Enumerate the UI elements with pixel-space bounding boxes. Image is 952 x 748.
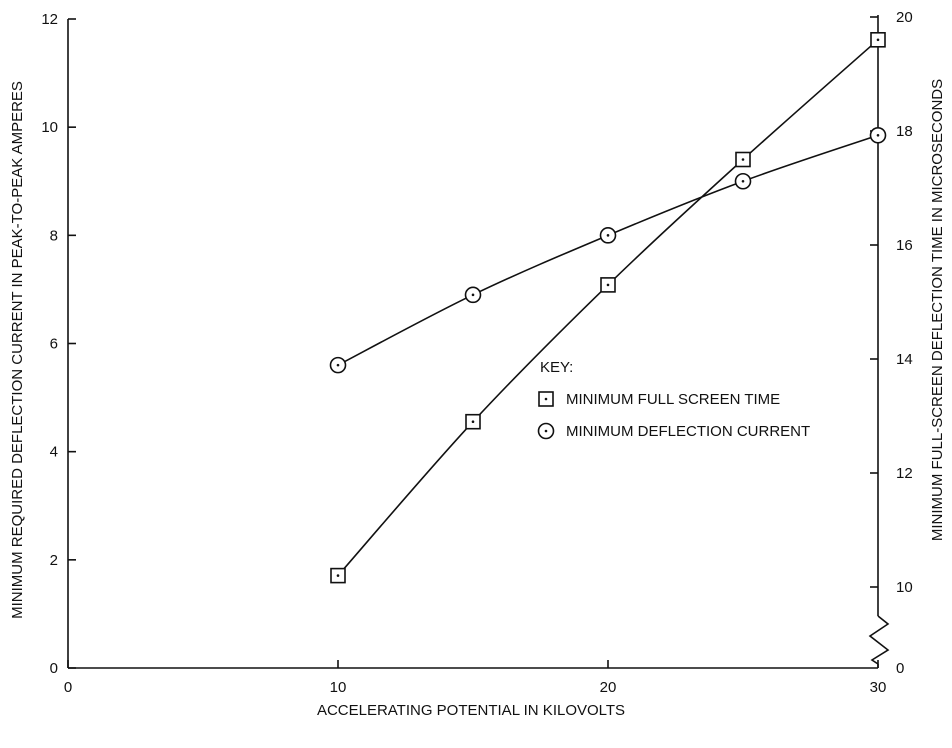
circle-point-dot [471,293,475,297]
y-axis-title-right: MINIMUM FULL-SCREEN DEFLECTION TIME IN M… [929,79,946,541]
legend-circle-marker-dot [544,429,548,433]
axes: 0 2 4 6 8 10 12 0 10 20 30 0 10 12 14 16 18 20 [41,9,912,696]
legend-square-marker-dot [544,397,548,401]
y-tick-label-left: 0 [50,660,58,677]
square-point-dot [876,38,880,42]
y-axis-right-break [868,615,890,665]
series-line [337,134,879,366]
y-tick-label-right: 10 [896,579,913,596]
y-tick-label-right: 0 [896,660,904,677]
y-tick-label-right: 12 [896,465,913,482]
series-layer [329,31,887,584]
series-line [337,39,879,577]
square-point-dot [606,283,610,287]
square-point-dot [336,574,340,577]
x-tick-label: 20 [600,679,617,696]
y-tick-label-left: 12 [41,11,58,28]
legend-label: MINIMUM DEFLECTION CURRENT [566,423,810,440]
square-point-dot [471,420,475,424]
y-tick-label-right: 20 [896,9,913,26]
x-axis-title: ACCELERATING POTENTIAL IN KILOVOLTS [317,702,625,719]
circle-point-dot [876,133,880,137]
y-tick-label-right: 16 [896,237,913,254]
series-full-screen-time [330,31,886,584]
y-tick-label-left: 2 [50,552,58,569]
y-axis-title-left: MINIMUM REQUIRED DEFLECTION CURRENT IN P… [9,81,26,619]
circle-point-dot [741,179,745,183]
legend-label: MINIMUM FULL SCREEN TIME [566,391,780,408]
x-tick-label: 30 [870,679,887,696]
x-tick-label: 10 [330,679,347,696]
circle-point-dot [336,363,340,367]
legend: KEY: MINIMUM FULL SCREEN TIME MINIMUM DEFL… [537,359,810,440]
y-tick-label-left: 8 [50,227,58,244]
square-point-dot [741,158,745,161]
y-tick-label-right: 18 [896,123,913,140]
y-tick-label-left: 6 [50,336,58,353]
y-tick-label-left: 4 [50,444,58,461]
y-tick-label-left: 10 [41,119,58,136]
circle-point-dot [606,234,610,237]
series-deflection-current [329,126,887,374]
legend-title: KEY: [540,359,573,376]
x-tick-label: 0 [64,679,72,696]
y-tick-label-right: 14 [896,351,913,368]
